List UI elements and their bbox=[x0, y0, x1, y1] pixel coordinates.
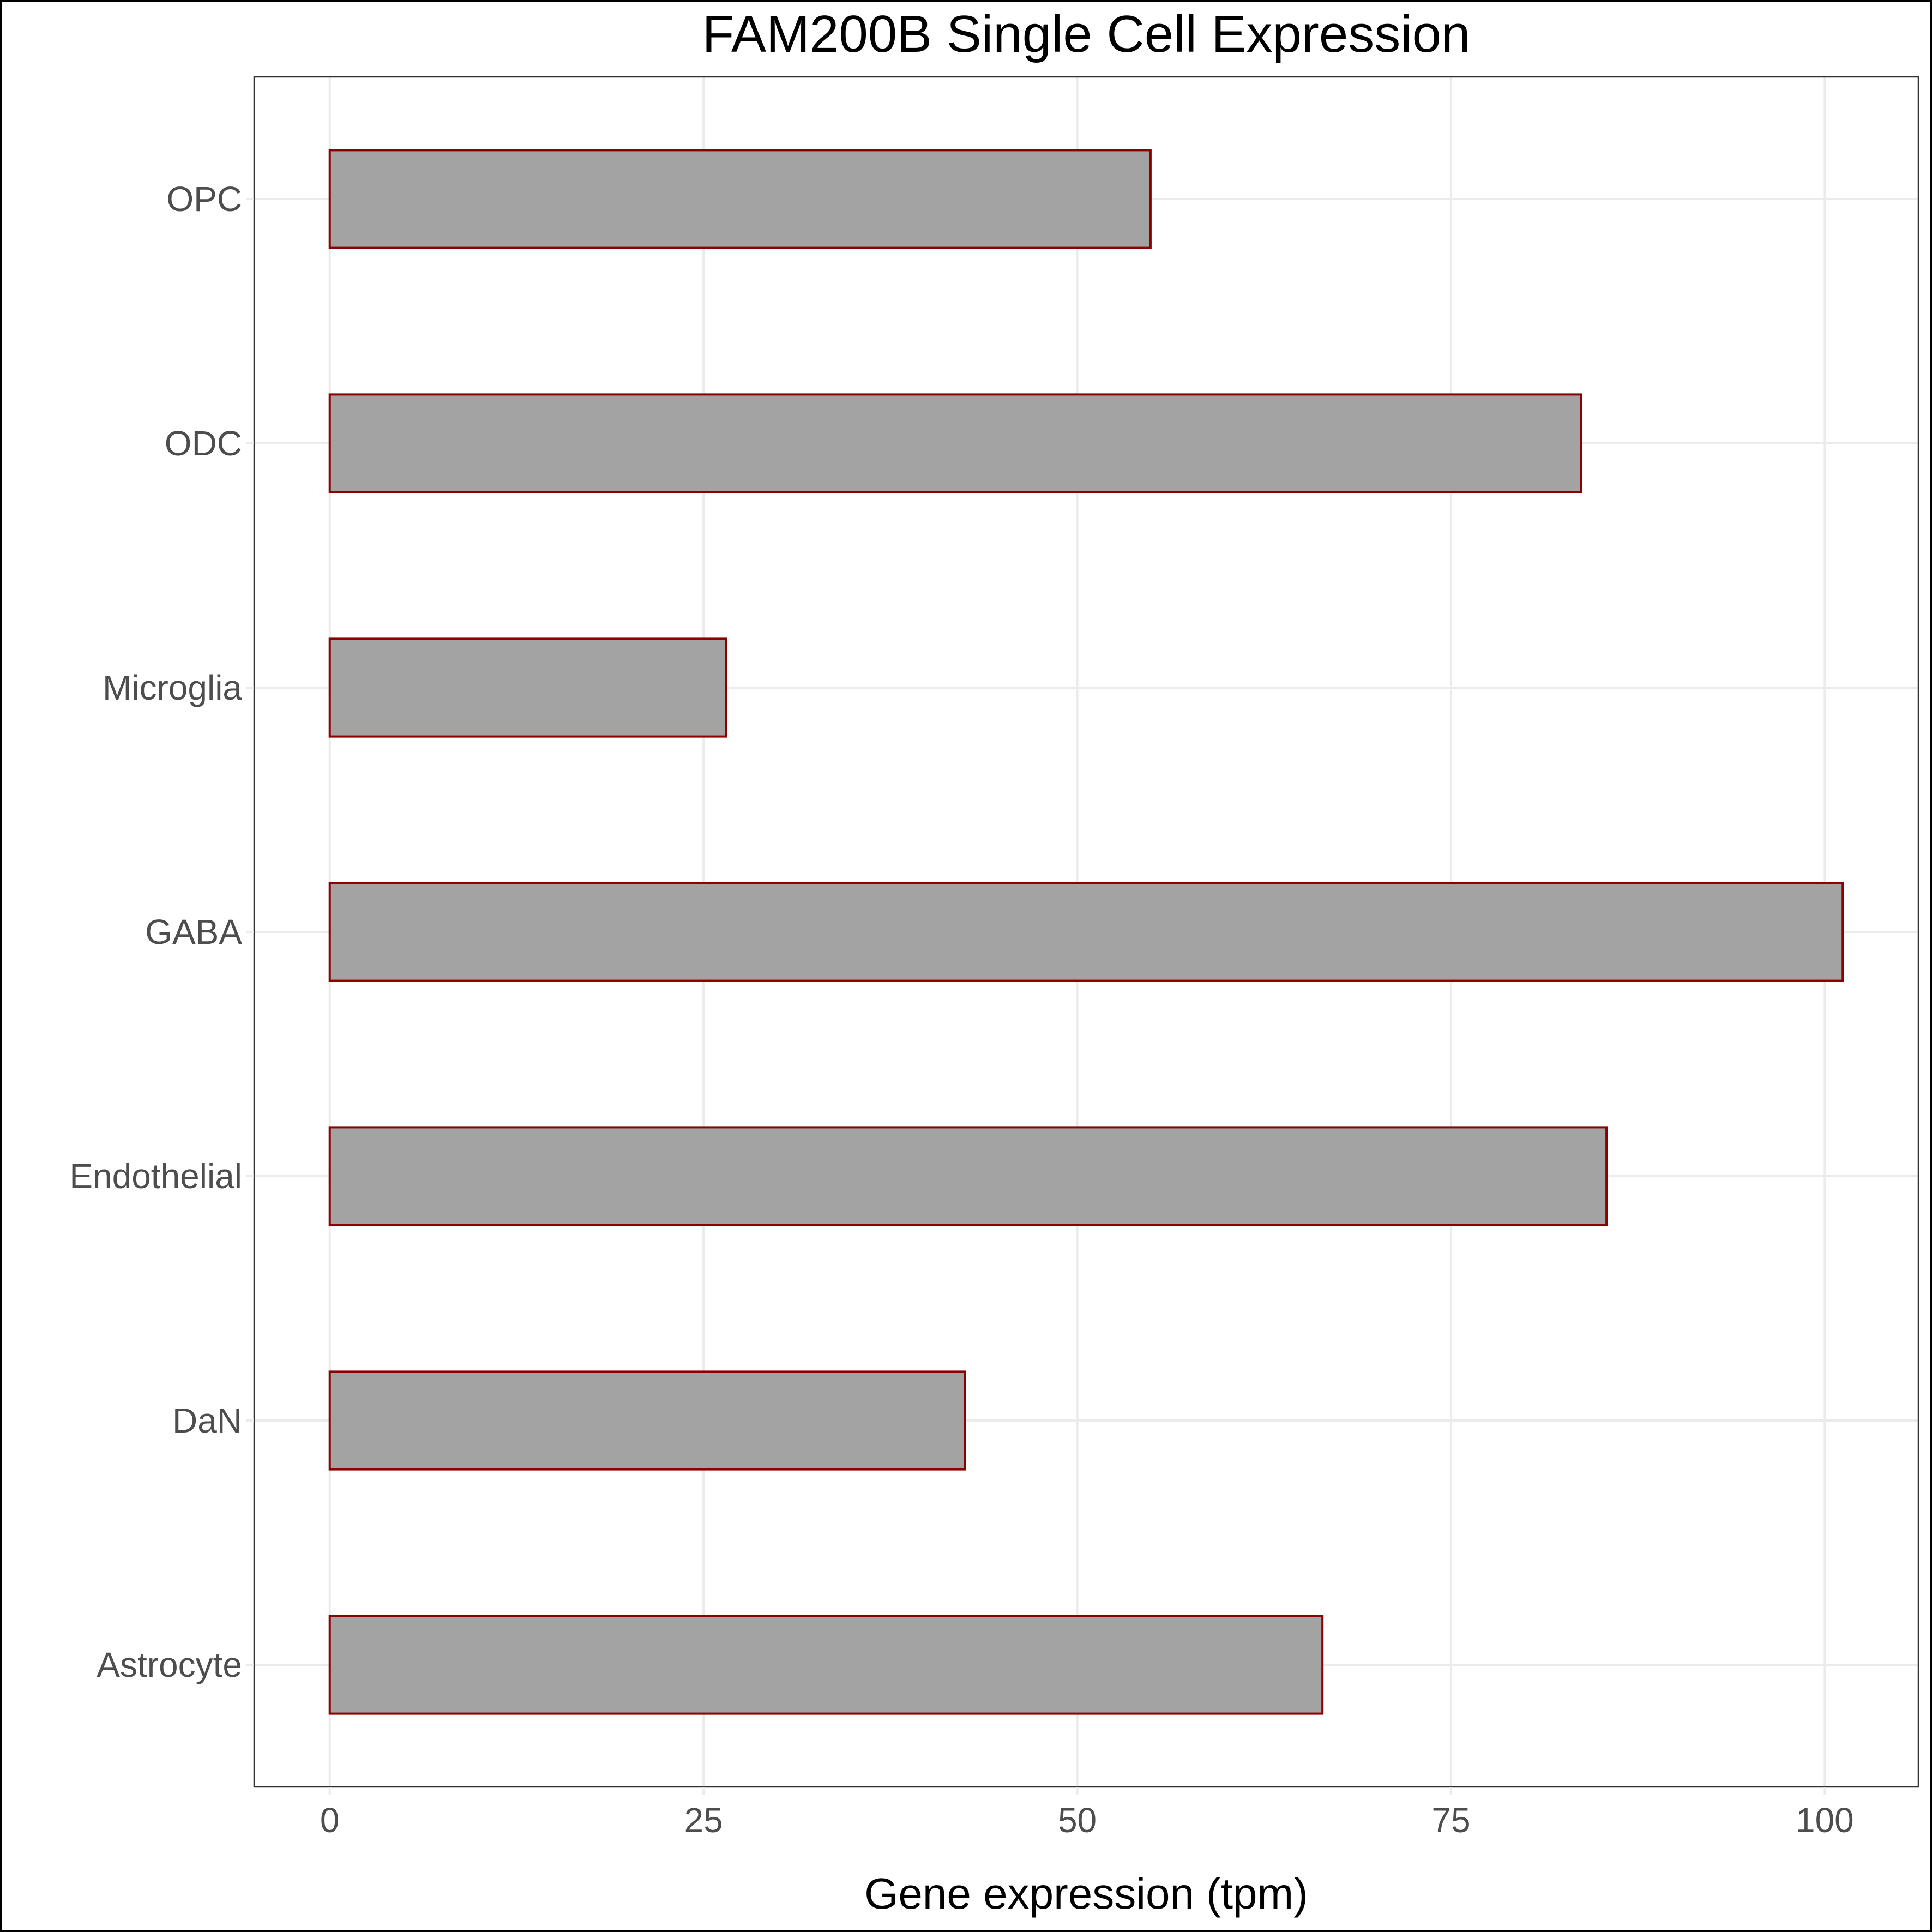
y-tick-label: Microglia bbox=[103, 668, 242, 707]
bar-astrocyte bbox=[328, 1615, 1324, 1715]
y-tick-label: OPC bbox=[166, 179, 242, 219]
bars bbox=[328, 149, 1844, 1715]
y-tick-label: Astrocyte bbox=[97, 1645, 242, 1684]
y-tick-label: GABA bbox=[145, 912, 242, 952]
y-axis-ticks: Astrocyte DaN Endothelial GABA Microglia ODC O… bbox=[69, 179, 254, 1684]
bar-odc bbox=[328, 393, 1582, 493]
bar-dan bbox=[328, 1370, 966, 1471]
bar-endothelial bbox=[328, 1126, 1608, 1226]
x-tick-label: 100 bbox=[1796, 1801, 1854, 1840]
bar-opc bbox=[328, 149, 1152, 249]
y-tick-label: Endothelial bbox=[69, 1157, 242, 1196]
x-tick-label: 0 bbox=[320, 1801, 340, 1840]
x-tick-label: 75 bbox=[1431, 1801, 1470, 1840]
x-axis-title: Gene expression (tpm) bbox=[864, 1869, 1308, 1918]
x-tick-label: 25 bbox=[684, 1801, 723, 1840]
x-tick-label: 50 bbox=[1058, 1801, 1097, 1840]
x-axis-ticks: 0 25 50 75 100 bbox=[320, 1787, 1854, 1840]
bar-gaba bbox=[328, 882, 1844, 982]
chart-title: FAM200B Single Cell Expression bbox=[702, 5, 1471, 63]
bar-microglia bbox=[328, 637, 727, 738]
y-tick-label: DaN bbox=[172, 1401, 242, 1440]
y-tick-label: ODC bbox=[165, 424, 242, 463]
